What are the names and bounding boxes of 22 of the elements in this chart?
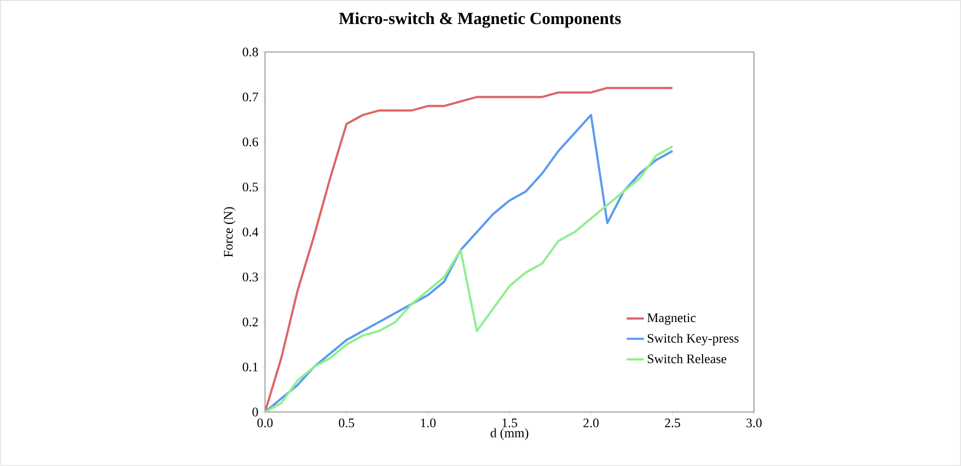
x-tick-label: 2.5 — [664, 418, 680, 428]
chart-title: Micro-switch & Magnetic Components — [339, 12, 621, 28]
x-tick-label: 1.0 — [421, 418, 436, 428]
y-tick-label: 0.4 — [242, 228, 258, 236]
y-tick-label: 0.7 — [242, 92, 258, 102]
x-axis-title: d (mm) — [490, 428, 528, 440]
legend-label: Switch Release — [648, 354, 726, 364]
x-tick-label: 3.0 — [746, 418, 762, 428]
y-tick-label: 0.3 — [242, 272, 258, 282]
x-tick-label: 1.5 — [502, 418, 518, 428]
legend-label: Magnetic — [647, 313, 696, 325]
legend-label: Switch Key-press — [648, 334, 739, 346]
y-tick-label: 0.2 — [242, 318, 258, 326]
y-tick-label: 0.6 — [242, 138, 258, 146]
y-tick-label: 0.1 — [242, 362, 258, 372]
y-axis-title: Force (N) — [224, 207, 236, 258]
x-tick-label: 0.5 — [338, 418, 354, 428]
y-tick-label: 0.5 — [242, 182, 258, 192]
y-tick-label: 0.8 — [242, 48, 258, 56]
x-tick-label: 2.0 — [583, 418, 599, 428]
x-tick-label: 0.0 — [257, 418, 273, 428]
y-tick-label: 0 — [252, 408, 258, 416]
